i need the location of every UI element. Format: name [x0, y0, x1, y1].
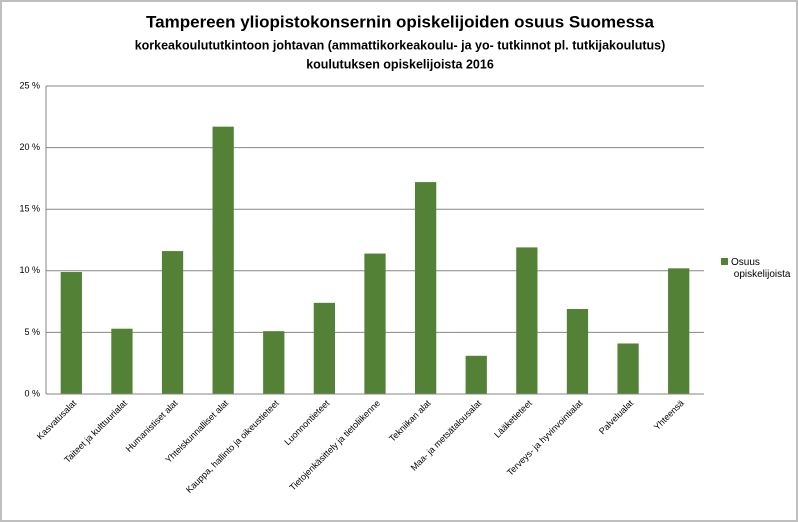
bar — [111, 328, 133, 394]
y-tick-label: 15 % — [19, 204, 40, 214]
legend-swatch — [721, 258, 728, 265]
bar — [161, 251, 184, 394]
bar — [212, 126, 234, 394]
bar — [516, 247, 538, 394]
bar — [617, 343, 639, 394]
bar — [668, 268, 690, 394]
y-tick-label: 0 % — [24, 388, 40, 398]
y-tick-label: 20 % — [19, 142, 40, 152]
y-tick-label: 25 % — [19, 80, 40, 90]
y-tick-label: 10 % — [19, 265, 40, 275]
bar — [263, 331, 285, 394]
chart-subtitle: korkeakoulututkintoon johtavan (ammattik… — [135, 38, 666, 52]
bar — [313, 302, 336, 394]
bar — [364, 253, 386, 394]
y-tick-label: 5 % — [24, 327, 40, 337]
bar — [465, 355, 487, 394]
chart-subtitle: koulutuksen opiskelijoista 2016 — [306, 57, 494, 71]
chart-title: Tampereen yliopistokonsernin opiskelijoi… — [146, 12, 654, 31]
bar — [60, 272, 82, 394]
bar — [566, 308, 589, 394]
legend-label: Osuus opiskelijoista — [731, 257, 791, 280]
bar — [414, 182, 437, 394]
